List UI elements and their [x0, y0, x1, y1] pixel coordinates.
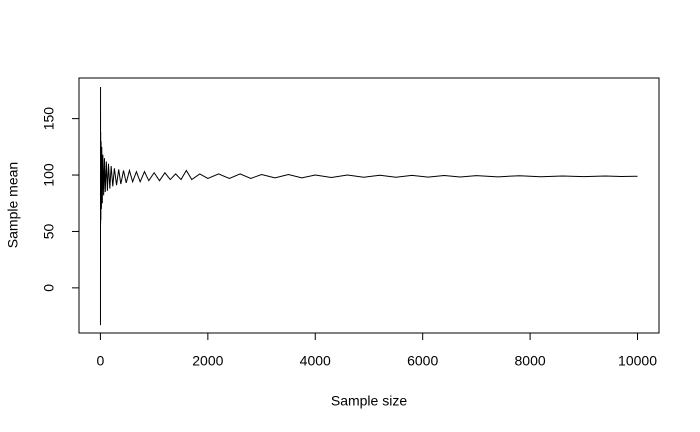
plot-box — [78, 77, 660, 334]
x-tick-label: 4000 — [300, 353, 331, 369]
data-line — [99, 87, 638, 326]
y-tick-label: 50 — [41, 223, 57, 239]
x-axis-label: Sample size — [331, 393, 407, 409]
y-tick-label: 0 — [41, 284, 57, 292]
x-tick-label: 0 — [97, 353, 105, 369]
y-tick-label: 150 — [41, 107, 57, 131]
x-tick-label: 6000 — [407, 353, 438, 369]
y-tick-label: 100 — [41, 163, 57, 187]
x-tick-label: 10000 — [618, 353, 657, 369]
y-axis-label: Sample mean — [5, 162, 21, 248]
x-tick-label: 2000 — [192, 353, 223, 369]
x-tick-label: 8000 — [515, 353, 546, 369]
